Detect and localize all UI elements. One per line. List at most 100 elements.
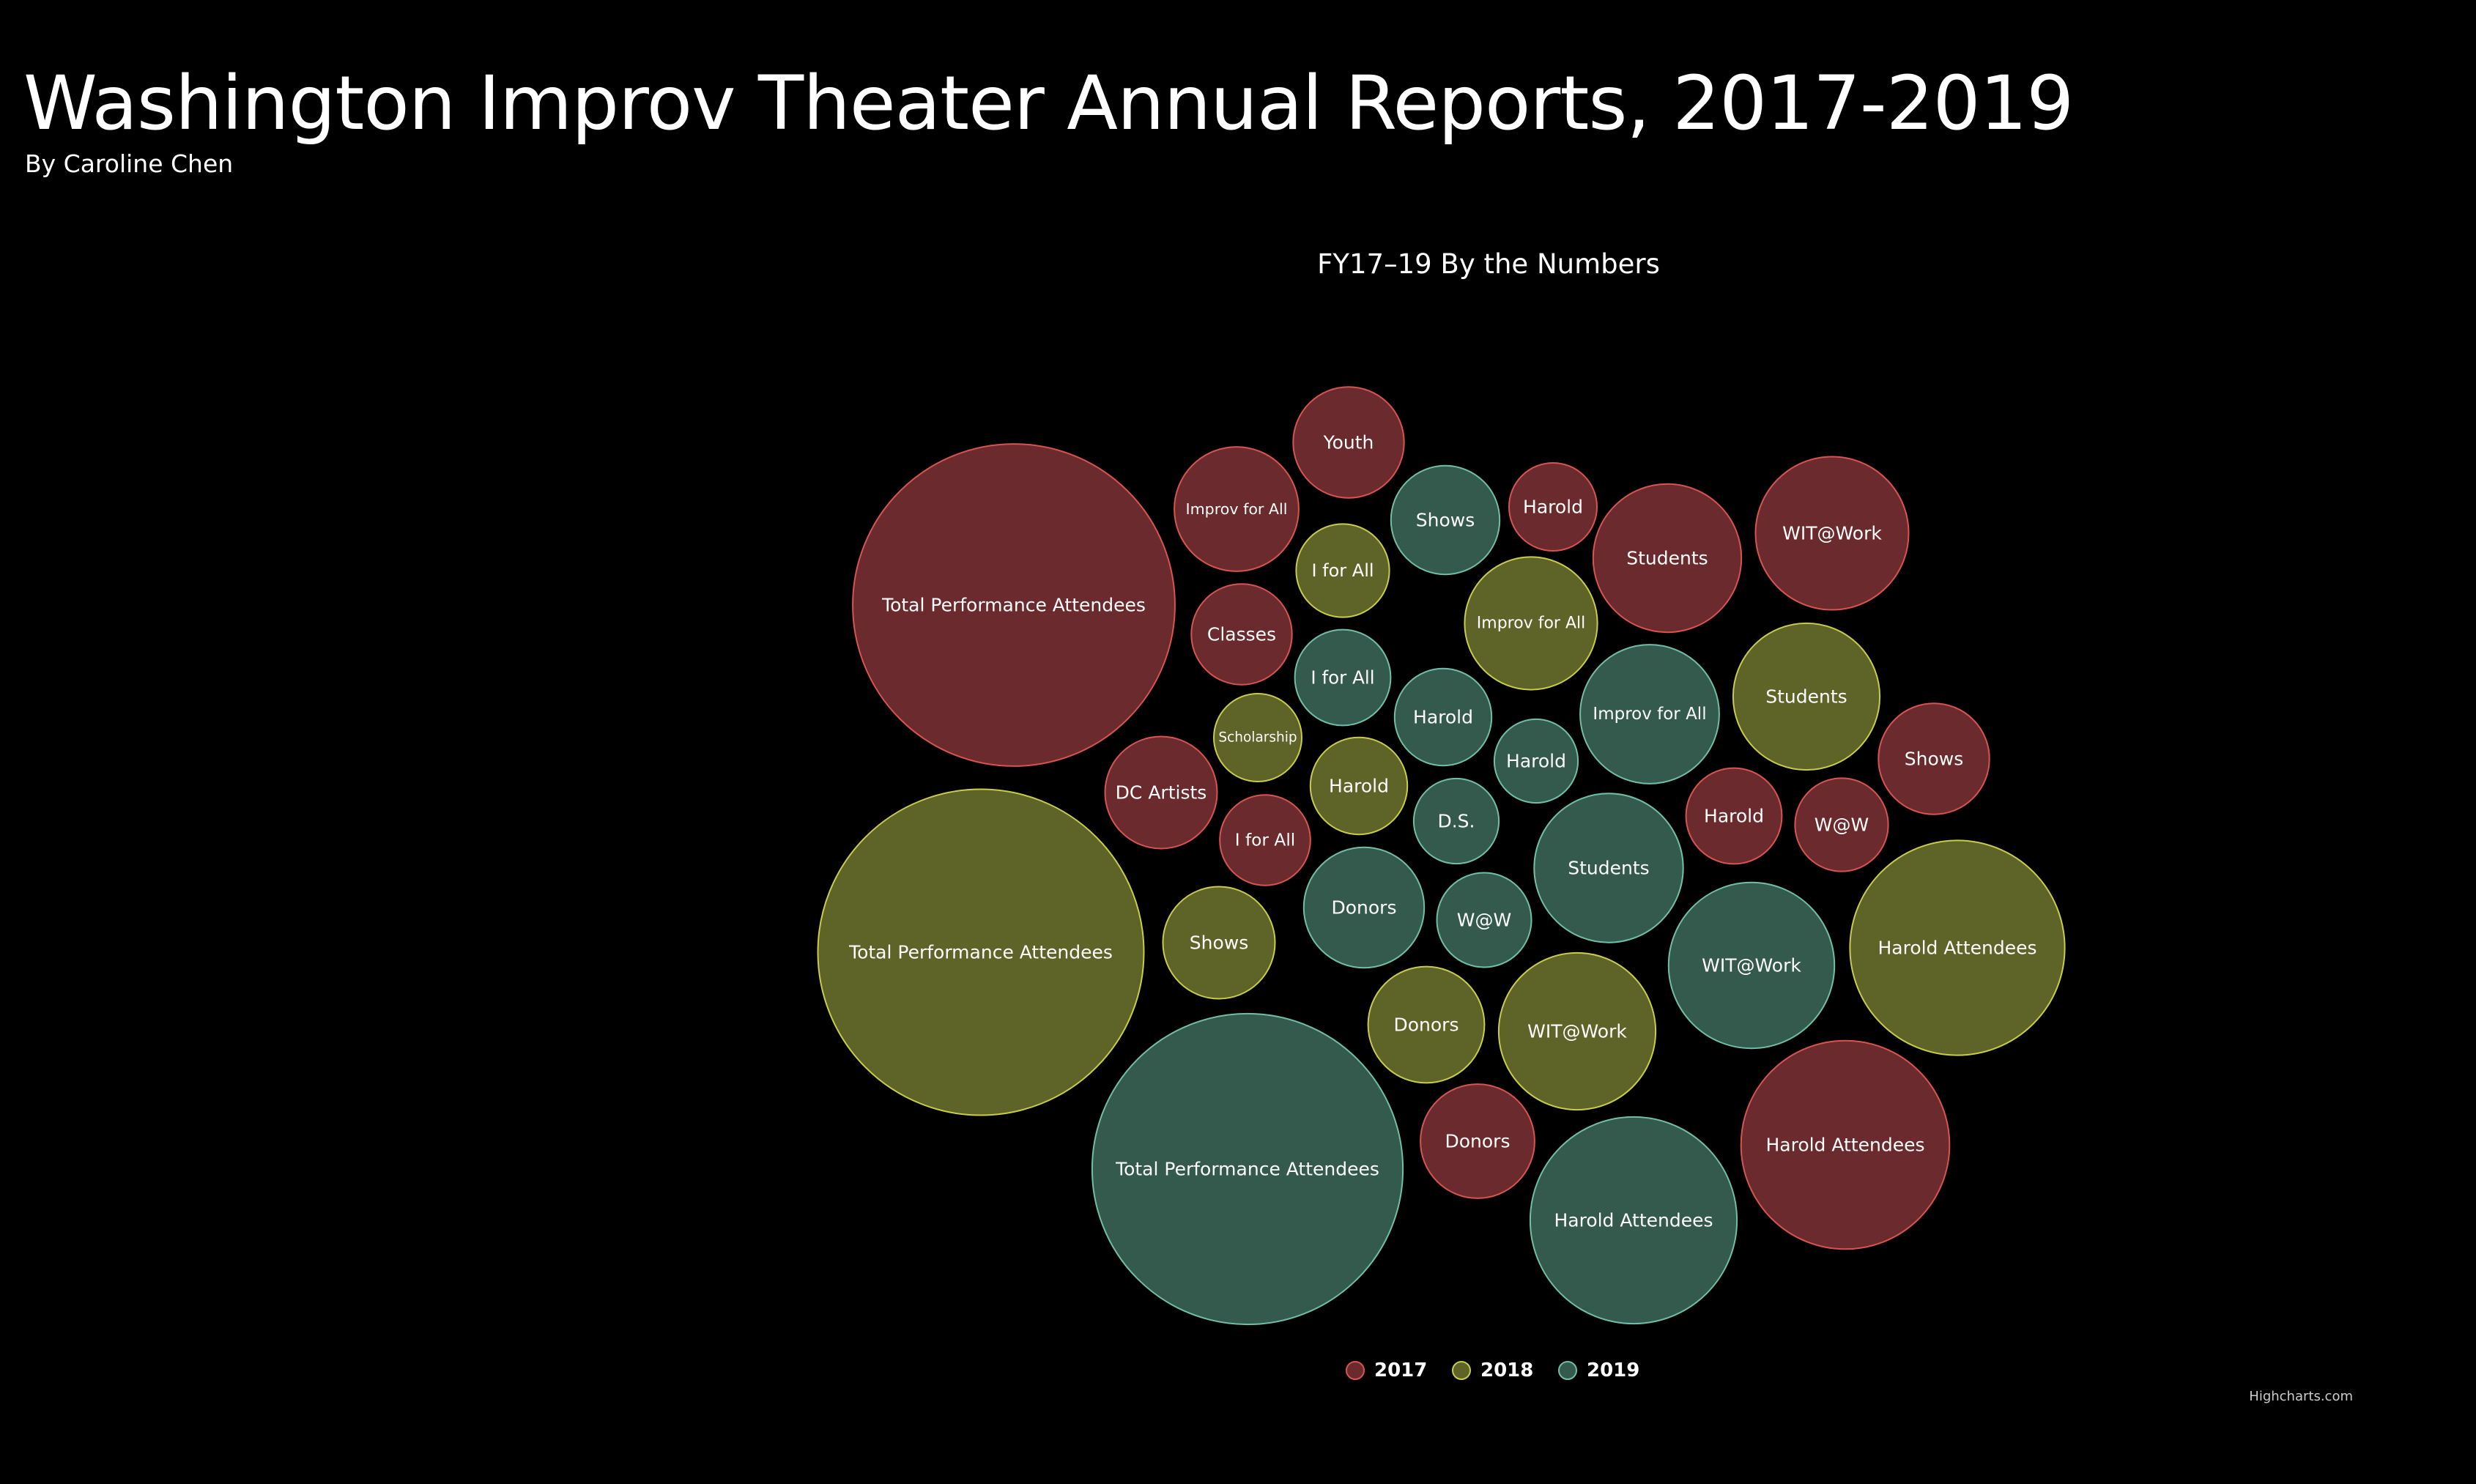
bubble-circle[interactable] [1292,386,1405,499]
bubble-2018-harold-attendees[interactable]: Harold Attendees [1849,839,2066,1056]
bubble-circle[interactable] [1295,523,1390,618]
bubble-2018-donors[interactable]: Donors [1367,965,1486,1084]
bubble-2017-dc-artists[interactable]: DC Artists [1104,735,1218,850]
bubble-label: Harold Attendees [1878,938,2036,959]
bubble-circle[interactable] [1794,777,1889,872]
bubble-circle[interactable] [1213,693,1302,782]
bubble-2019-harold[interactable]: Harold [1393,667,1493,767]
bubble-circle[interactable] [817,788,1145,1116]
legend-label: 2019 [1587,1359,1639,1381]
bubble-label: Total Performance Attendees [848,942,1113,963]
bubble-label: W@W [1457,910,1511,931]
bubble-2018-i-for-all[interactable]: I for All [1295,523,1390,618]
bubble-2017-donors[interactable]: Donors [1420,1083,1535,1199]
bubble-circle[interactable] [1685,767,1783,865]
bubble-label: WIT@Work [1702,955,1801,976]
bubble-label: Harold Attendees [1765,1135,1924,1156]
bubble-circle[interactable] [1294,628,1392,727]
bubble-circle[interactable] [1529,1116,1738,1325]
bubble-circle[interactable] [1367,965,1486,1084]
legend-item-2019[interactable]: 2019 [1558,1359,1639,1381]
bubble-circle[interactable] [1091,1012,1404,1326]
bubble-label: Students [1626,548,1708,569]
bubble-2018-scholarship[interactable]: Scholarship [1213,693,1302,782]
bubble-2018-improv-for-all[interactable]: Improv for All [1464,556,1598,691]
bubble-2017-shows[interactable]: Shows [1878,702,1990,815]
bubble-label: I for All [1235,831,1296,850]
bubble-label: Total Performance Attendees [881,595,1146,616]
bubble-2017-harold[interactable]: Harold [1685,767,1783,865]
bubble-2019-improv-for-all[interactable]: Improv for All [1579,644,1720,784]
bubble-2017-harold-attendees[interactable]: Harold Attendees [1740,1039,1951,1250]
bubble-2017-students[interactable]: Students [1592,483,1743,634]
bubble-2019-wit-work[interactable]: WIT@Work [1667,881,1836,1050]
bubble-circle[interactable] [1493,718,1579,804]
bubble-label: Donors [1332,897,1397,919]
page-byline: By Caroline Chen [25,149,234,178]
bubble-circle[interactable] [1667,881,1836,1050]
bubble-circle[interactable] [1219,794,1311,886]
bubble-circle[interactable] [1732,622,1881,771]
bubble-circle[interactable] [1162,886,1276,1000]
bubble-2018-harold[interactable]: Harold [1309,736,1409,836]
bubble-2019-harold-attendees[interactable]: Harold Attendees [1529,1116,1738,1325]
bubble-2017-youth[interactable]: Youth [1292,386,1405,499]
bubble-2017-improv-for-all[interactable]: Improv for All [1174,446,1300,572]
bubble-label: Students [1765,686,1847,708]
bubble-circle[interactable] [1508,462,1598,552]
bubble-circle[interactable] [1393,667,1493,767]
bubble-circle[interactable] [1412,777,1500,865]
bubble-2018-shows[interactable]: Shows [1162,886,1276,1000]
bubble-label: Harold [1704,806,1764,827]
legend-item-2018[interactable]: 2018 [1452,1359,1533,1381]
bubble-circle[interactable] [1754,456,1910,611]
bubble-circle[interactable] [1420,1083,1535,1199]
bubble-circle[interactable] [1436,872,1532,968]
bubble-2018-total-performance-attendees[interactable]: Total Performance Attendees [817,788,1145,1116]
legend-symbol [1452,1361,1471,1380]
bubble-2019-w-w[interactable]: W@W [1436,872,1532,968]
bubble-2019-total-performance-attendees[interactable]: Total Performance Attendees [1091,1012,1404,1326]
bubble-circle[interactable] [1309,736,1409,836]
bubble-label: Total Performance Attendees [1115,1159,1379,1180]
bubble-label: WIT@Work [1782,523,1882,544]
bubble-circle[interactable] [852,443,1176,767]
bubble-circle[interactable] [1878,702,1990,815]
bubble-label: Harold [1413,707,1473,728]
bubble-2019-i-for-all[interactable]: I for All [1294,628,1392,727]
bubble-circle[interactable] [1302,846,1426,969]
bubble-label: Harold [1329,776,1389,797]
bubble-2017-classes[interactable]: Classes [1190,583,1293,686]
bubble-2018-wit-work[interactable]: WIT@Work [1497,951,1657,1111]
bubble-circle[interactable] [1174,446,1300,572]
bubble-label: Shows [1905,749,1963,770]
bubble-2017-harold[interactable]: Harold [1508,462,1598,552]
bubble-2017-i-for-all[interactable]: I for All [1219,794,1311,886]
bubble-circle[interactable] [1592,483,1743,634]
bubble-circle[interactable] [1849,839,2066,1056]
chart-credits[interactable]: Highcharts.com [2249,1389,2353,1404]
bubble-label: Classes [1207,624,1276,645]
bubble-2019-harold[interactable]: Harold [1493,718,1579,804]
bubble-label: I for All [1311,560,1374,581]
bubble-circle[interactable] [1464,556,1598,691]
bubble-circle[interactable] [1740,1039,1951,1250]
bubble-2019-donors[interactable]: Donors [1302,846,1426,969]
bubble-circle[interactable] [1497,951,1657,1111]
bubble-2017-wit-work[interactable]: WIT@Work [1754,456,1910,611]
legend-item-2017[interactable]: 2017 [1346,1359,1427,1381]
bubble-label: Scholarship [1218,730,1297,746]
bubble-2017-total-performance-attendees[interactable]: Total Performance Attendees [852,443,1176,767]
bubble-2019-shows[interactable]: Shows [1390,464,1501,576]
bubble-2019-d-s-[interactable]: D.S. [1412,777,1500,865]
bubble-circle[interactable] [1390,464,1501,576]
bubble-2018-students[interactable]: Students [1732,622,1881,771]
bubble-2019-students[interactable]: Students [1533,793,1684,943]
bubble-circle[interactable] [1533,793,1684,943]
bubble-circle[interactable] [1104,735,1218,850]
bubble-circle[interactable] [1579,644,1720,784]
bubble-2017-w-w[interactable]: W@W [1794,777,1889,872]
bubble-circle[interactable] [1190,583,1293,686]
bubble-label: Improv for All [1477,615,1585,633]
